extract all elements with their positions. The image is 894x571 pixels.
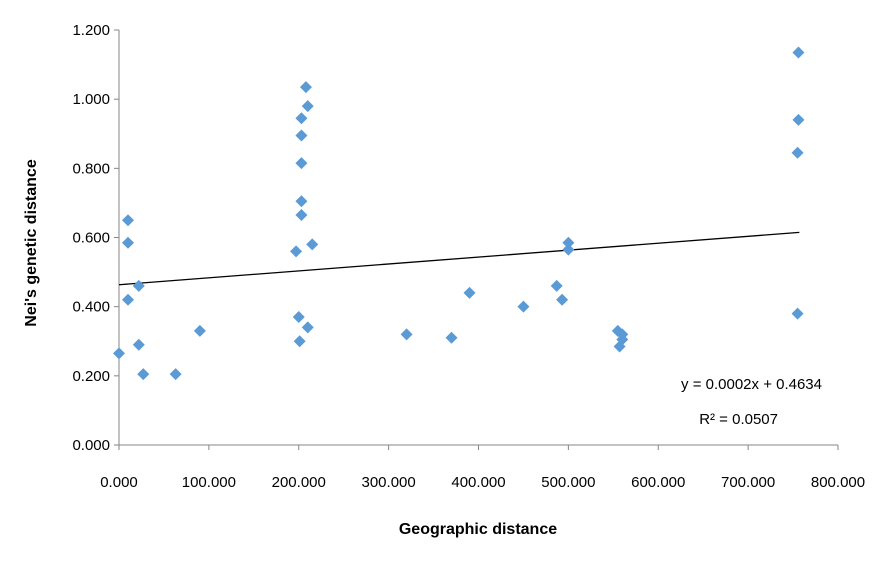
- data-point: [113, 347, 125, 360]
- y-axis-title: Nei's genetic distance: [23, 159, 40, 327]
- data-point: [290, 245, 303, 258]
- trendline-equation: y = 0.0002x + 0.4634: [681, 376, 822, 393]
- y-tick-label: 0.400: [72, 299, 110, 316]
- data-point: [445, 331, 458, 344]
- data-point: [306, 238, 319, 251]
- trendline-group: [118, 231, 800, 286]
- y-tick-label: 0.000: [72, 437, 110, 454]
- data-point: [295, 112, 308, 125]
- x-tick-label: 500.000: [541, 474, 595, 491]
- data-point: [791, 146, 804, 159]
- data-point: [792, 46, 805, 59]
- x-tick-label: 200.000: [272, 474, 326, 491]
- x-tick-label: 300.000: [362, 474, 416, 491]
- data-point: [299, 81, 312, 94]
- data-point: [556, 293, 569, 306]
- x-tick-label: 600.000: [631, 474, 685, 491]
- x-tick-label: 700.000: [721, 474, 775, 491]
- y-tick-label: 1.200: [72, 22, 110, 39]
- data-point: [292, 311, 305, 324]
- data-point: [295, 195, 308, 208]
- data-point: [301, 321, 314, 334]
- data-point: [791, 307, 804, 320]
- data-point: [121, 214, 134, 227]
- data-point: [132, 338, 145, 351]
- y-tick-label: 0.600: [72, 230, 110, 247]
- y-tick-label: 0.200: [72, 368, 110, 385]
- data-point: [295, 209, 308, 222]
- data-point: [562, 236, 575, 249]
- data-point: [301, 100, 314, 113]
- data-point: [550, 279, 563, 292]
- x-axis-title: Geographic distance: [399, 521, 557, 538]
- r-squared-label: R² = 0.0507: [699, 411, 778, 428]
- data-point: [293, 335, 306, 348]
- points-group: [113, 46, 805, 381]
- data-point: [295, 129, 308, 142]
- y-tick-label: 1.000: [72, 91, 110, 108]
- data-point: [463, 286, 476, 299]
- x-tick-label: 800.000: [811, 474, 865, 491]
- y-tick-label: 0.800: [72, 160, 110, 177]
- data-point: [132, 279, 145, 292]
- x-tick-label: 0.000: [100, 474, 138, 491]
- data-point: [295, 157, 308, 170]
- data-point: [169, 368, 182, 381]
- trendline: [118, 231, 800, 286]
- labels-group: 0.000 0.200 0.400 0.600 0.800 1.000 1.200 0.000…: [72, 22, 865, 491]
- data-point: [137, 368, 150, 381]
- data-point: [562, 243, 575, 256]
- data-point: [121, 236, 134, 249]
- data-point: [792, 113, 805, 126]
- axes-group: [114, 29, 839, 450]
- data-point: [517, 300, 530, 313]
- data-point: [121, 293, 134, 306]
- x-tick-label: 100.000: [182, 474, 236, 491]
- data-point: [400, 328, 413, 341]
- x-tick-label: 400.000: [451, 474, 505, 491]
- data-point: [616, 333, 629, 346]
- data-point: [193, 324, 206, 337]
